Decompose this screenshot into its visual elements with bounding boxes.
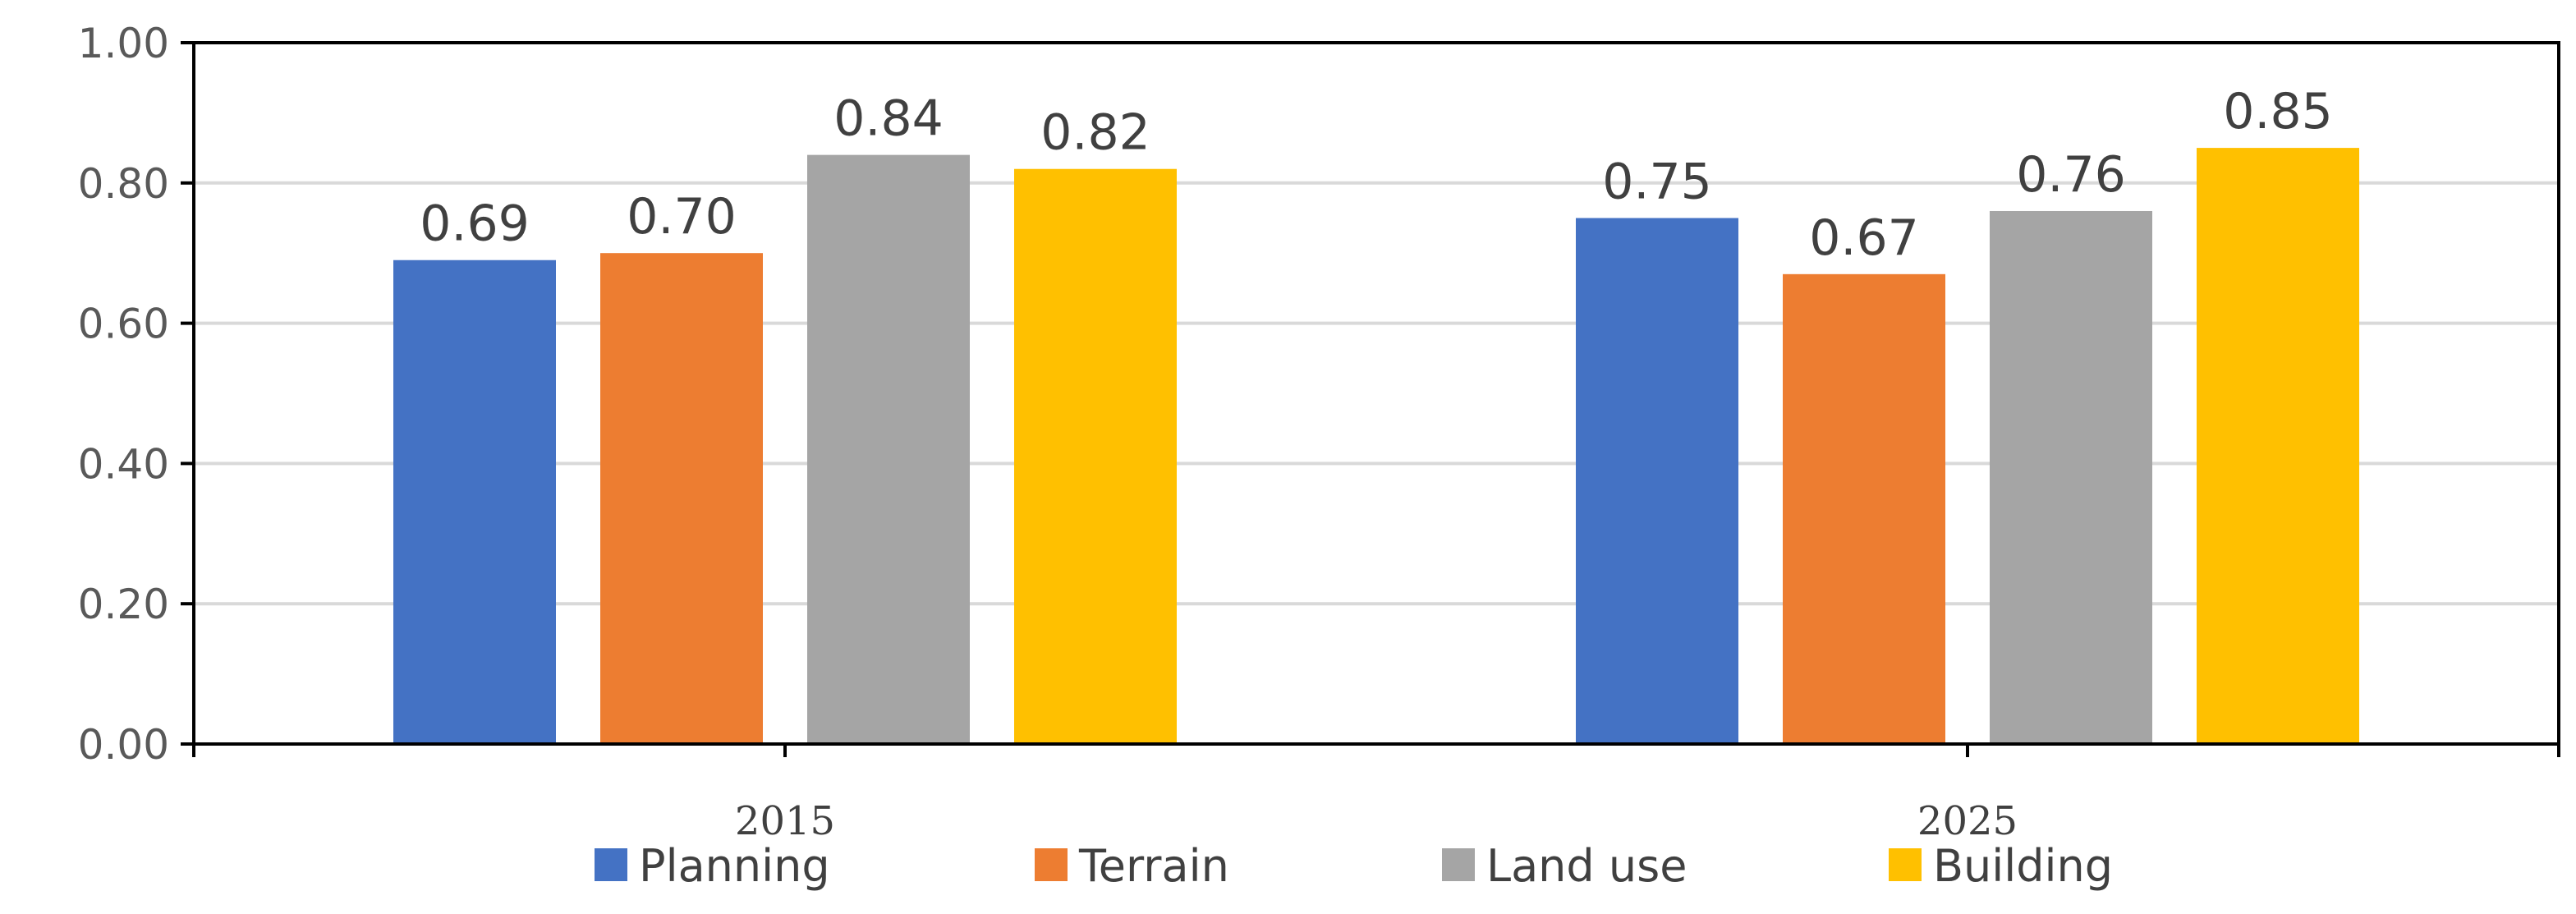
data-label: 0.82	[1040, 104, 1150, 162]
axes	[181, 41, 2560, 757]
bar-building-2015	[1014, 168, 1177, 745]
data-label: 0.85	[2223, 83, 2333, 140]
legend: Planning Terrain Land use Building	[595, 840, 2113, 892]
bar-land-use-2025	[1990, 210, 2152, 745]
bar-terrain-2025	[1783, 273, 1945, 744]
legend-swatch	[1889, 848, 1922, 881]
legend-label: Planning	[639, 840, 830, 892]
x-tick-labels: 2015 2025	[735, 798, 2018, 844]
y-tick-label: 0.40	[78, 440, 169, 488]
data-label: 0.69	[420, 195, 530, 253]
data-label: 0.76	[2016, 146, 2126, 204]
data-label: 0.67	[1809, 209, 1919, 267]
y-tick-label: 0.60	[78, 301, 169, 348]
bar-planning-2025	[1576, 218, 1738, 744]
legend-label: Land use	[1486, 840, 1687, 892]
y-tick-label: 0.00	[78, 721, 169, 769]
legend-label: Building	[1933, 840, 2113, 892]
legend-swatch	[1035, 848, 1068, 881]
data-labels: 0.69 0.70 0.84 0.82 0.75 0.67 0.76 0.85	[420, 83, 2333, 267]
data-label: 0.75	[1602, 154, 1712, 211]
y-tick-label: 0.20	[78, 581, 169, 628]
bars	[393, 148, 2359, 745]
bar-planning-2015	[393, 260, 556, 744]
bar-terrain-2015	[600, 253, 763, 744]
data-label: 0.70	[627, 188, 737, 246]
y-tick-labels: 0.00 0.20 0.40 0.60 0.80 1.00	[78, 20, 169, 769]
y-tick-label: 1.00	[78, 20, 169, 67]
x-tick-label: 2015	[735, 798, 835, 844]
legend-label: Terrain	[1078, 840, 1229, 892]
legend-swatch	[1442, 848, 1475, 881]
y-tick-label: 0.80	[78, 160, 169, 208]
data-label: 0.84	[833, 90, 944, 148]
legend-swatch	[595, 848, 627, 881]
plot-frame	[192, 41, 2560, 746]
bar-building-2025	[2197, 148, 2359, 745]
x-tick-label: 2025	[1917, 798, 2018, 844]
bar-land-use-2015	[807, 154, 970, 744]
